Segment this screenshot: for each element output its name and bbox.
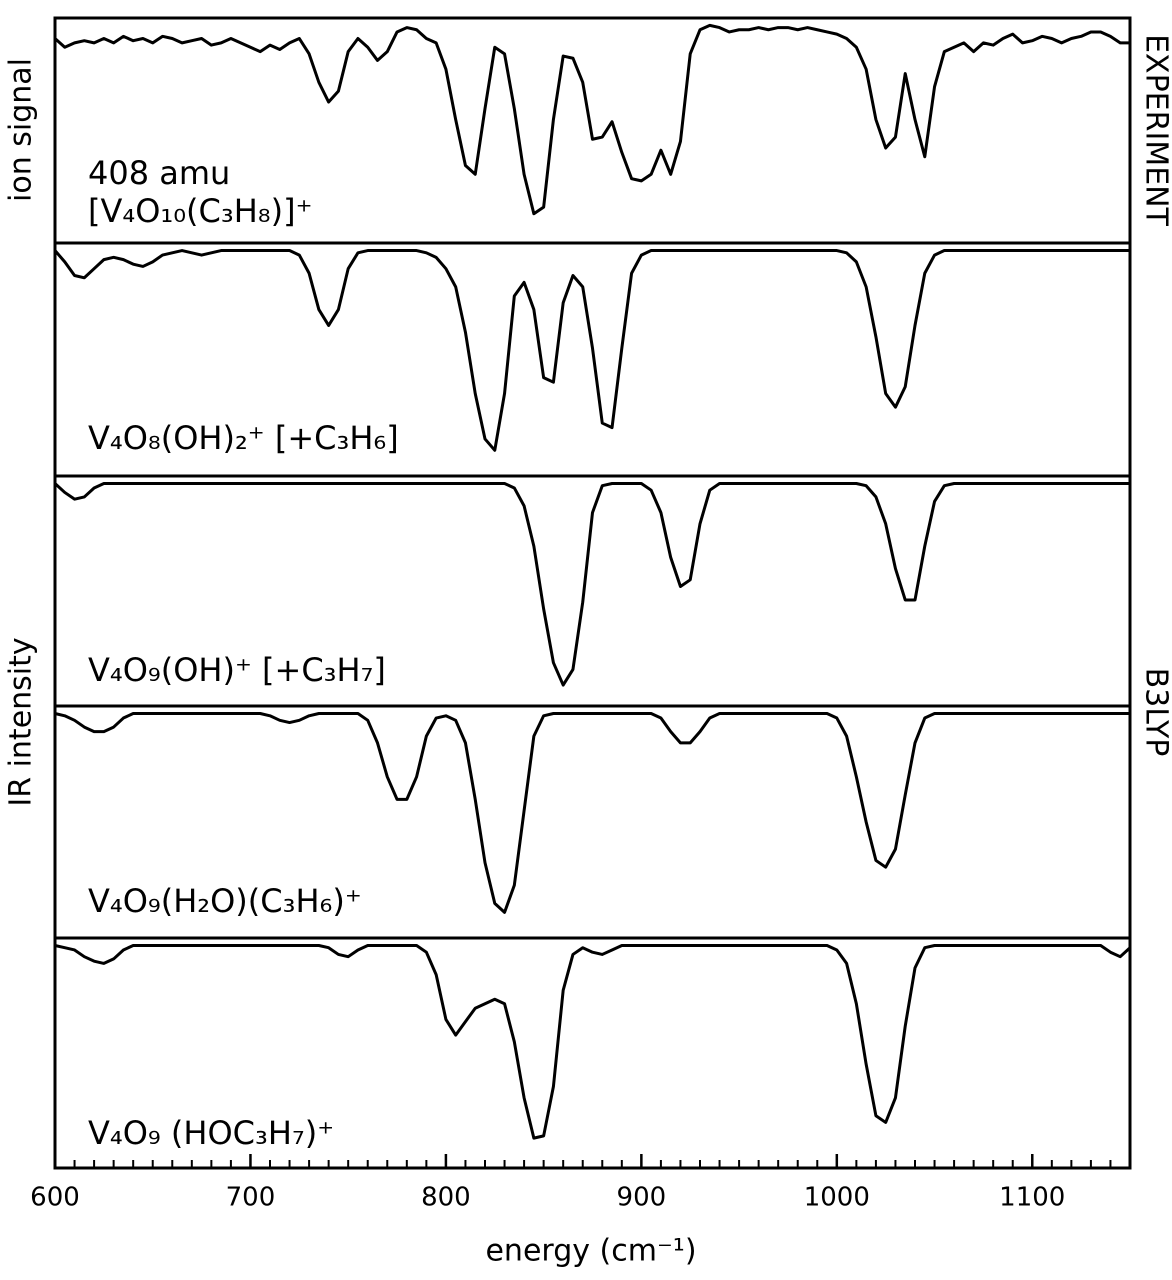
x-tick-label: 800: [421, 1183, 471, 1213]
y-axis-title: ion signal: [4, 58, 39, 202]
series-label: [V₄O₁₀(C₃H₈)]⁺: [88, 192, 312, 230]
series-label: V₄O₉(H₂O)(C₃H₆)⁺: [88, 882, 362, 920]
right-label: EXPERIMENT: [1139, 34, 1172, 227]
series-label: V₄O₉ (HOC₃H₇)⁺: [88, 1114, 334, 1152]
series-label: V₄O₈(OH)₂⁺ [+C₃H₆]: [88, 419, 399, 457]
x-tick-label: 700: [226, 1183, 276, 1213]
right-label: B3LYP: [1139, 668, 1172, 757]
x-tick-label: 600: [30, 1183, 80, 1213]
x-tick-label: 1100: [999, 1183, 1065, 1213]
x-tick-label: 900: [617, 1183, 667, 1213]
annotation: 408 amu: [88, 154, 230, 192]
chart: EXPERIMENT B3LYP ion signal IR intensity…: [0, 0, 1172, 1280]
x-tick-label: 1000: [804, 1183, 870, 1213]
x-axis-title: energy (cm⁻¹): [485, 1234, 696, 1269]
spectrum-line: [55, 945, 1130, 1138]
y-axis-title: IR intensity: [4, 637, 39, 806]
series-label: V₄O₉(OH)⁺ [+C₃H₇]: [88, 651, 386, 689]
